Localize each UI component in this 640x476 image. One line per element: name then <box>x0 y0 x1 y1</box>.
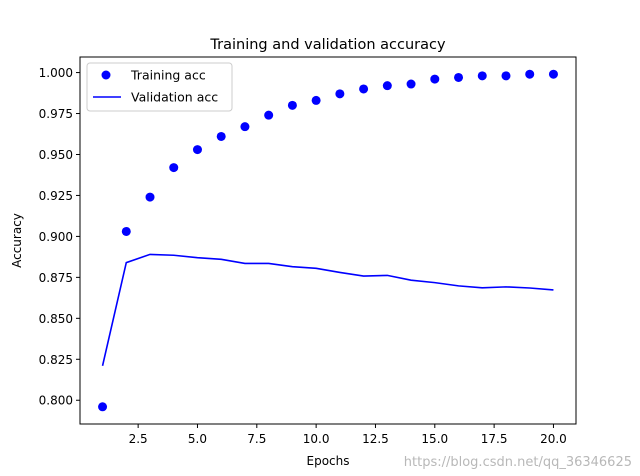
training-acc-point <box>264 110 274 120</box>
training-acc-point <box>121 226 131 236</box>
legend: Training acc Validation acc <box>86 62 233 112</box>
training-acc-point <box>382 81 392 91</box>
legend-label-validation: Validation acc <box>131 90 218 105</box>
training-acc-point <box>406 79 416 89</box>
legend-label-training: Training acc <box>130 68 206 83</box>
training-acc-point <box>501 71 511 81</box>
training-acc-point <box>240 122 250 132</box>
x-tick-label: 12.5 <box>362 432 389 446</box>
y-axis: 0.800 0.825 0.850 0.875 0.900 0.925 0.950 0.975… <box>39 66 80 408</box>
validation-acc-line <box>101 253 554 367</box>
chart-title: Training and validation accuracy <box>209 37 446 53</box>
x-axis: 2.5 5.0 7.5 10.0 12.5 15.0 17.5 20.0 <box>129 424 567 446</box>
y-axis-label: Accuracy <box>10 213 24 268</box>
y-tick-label: 1.000 <box>39 66 73 80</box>
watermark: https://blog.csdn.net/qq_36346625 <box>403 455 632 470</box>
legend-box <box>86 62 233 112</box>
training-acc-point <box>98 402 108 412</box>
training-acc-point <box>169 163 179 173</box>
training-acc-point <box>525 69 535 79</box>
y-tick-label: 0.800 <box>39 394 73 408</box>
training-acc-point <box>287 100 297 110</box>
x-tick-label: 5.0 <box>188 432 207 446</box>
training-acc-point <box>548 69 558 79</box>
training-acc-point <box>359 84 369 94</box>
y-tick-label: 0.875 <box>39 271 73 285</box>
y-tick-label: 0.850 <box>39 312 73 326</box>
y-tick-label: 0.900 <box>39 230 73 244</box>
y-tick-label: 0.975 <box>39 107 73 121</box>
y-tick-label: 0.925 <box>39 189 73 203</box>
training-acc-point <box>311 95 321 105</box>
x-tick-label: 7.5 <box>247 432 266 446</box>
training-acc-point <box>454 72 464 82</box>
x-tick-label: 2.5 <box>129 432 148 446</box>
x-tick-label: 10.0 <box>303 432 330 446</box>
x-axis-label: Epochs <box>307 454 350 468</box>
legend-marker-training <box>101 70 111 80</box>
training-acc-point <box>335 89 345 99</box>
y-tick-label: 0.825 <box>39 353 73 367</box>
training-acc-point <box>192 145 202 155</box>
y-tick-label: 0.950 <box>39 148 73 162</box>
training-acc-point <box>430 74 440 84</box>
training-acc-points <box>98 69 558 412</box>
training-acc-point <box>216 131 226 141</box>
x-tick-label: 20.0 <box>540 432 567 446</box>
training-acc-point <box>145 192 155 202</box>
x-tick-label: 15.0 <box>421 432 448 446</box>
training-acc-point <box>477 71 487 81</box>
x-tick-label: 17.5 <box>481 432 508 446</box>
plot-area <box>79 56 577 425</box>
